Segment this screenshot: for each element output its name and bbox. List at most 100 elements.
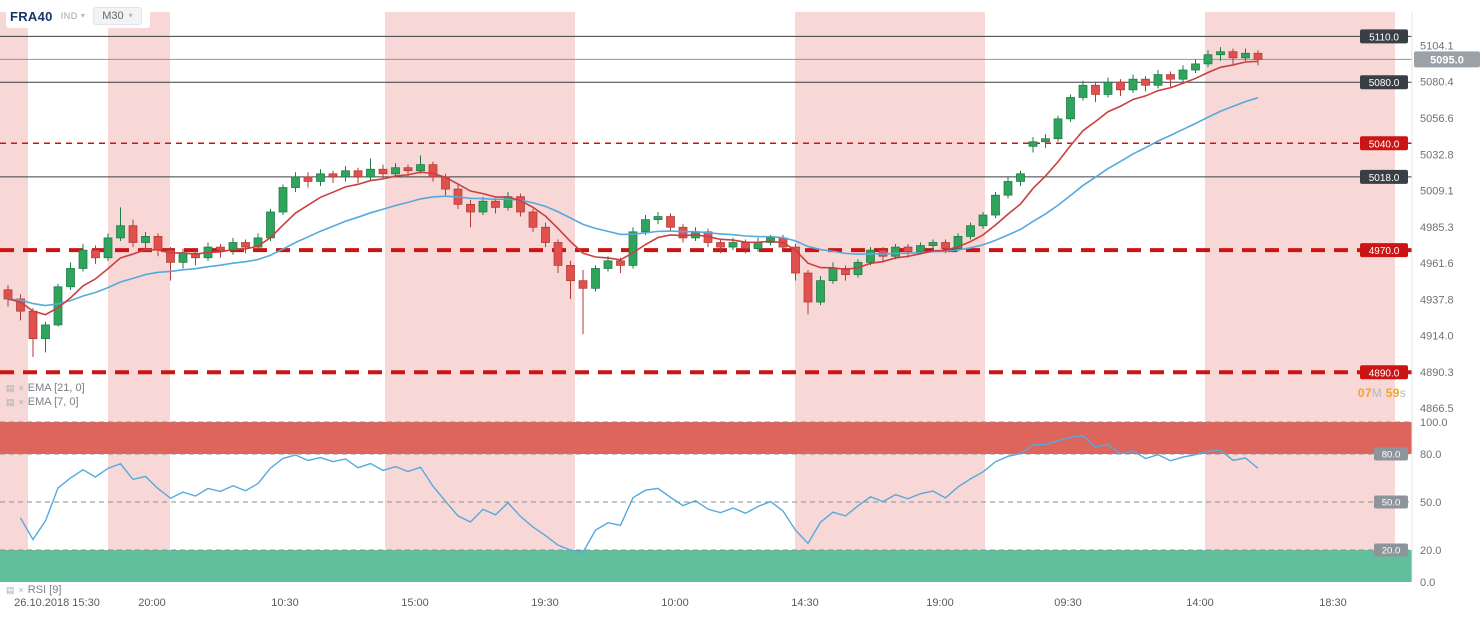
settings-icon[interactable]: ▤ bbox=[6, 382, 15, 393]
candle-body bbox=[1166, 74, 1175, 80]
candle-body bbox=[1178, 69, 1188, 80]
candle-body bbox=[516, 196, 525, 213]
candle-body bbox=[1078, 84, 1088, 98]
candle-body bbox=[103, 237, 113, 259]
price-axis[interactable]: 5104.1 5080.4 5056.6 5032.8 5009.1 4985.3 4961… bbox=[1411, 12, 1454, 582]
candle-body bbox=[928, 242, 938, 246]
ema-21-line bbox=[7, 96, 1259, 307]
rsi-legend-row: ▤ × RSI [9] bbox=[6, 584, 61, 596]
time-axis-label: 26.10.2018 15:30 bbox=[14, 597, 100, 609]
candle-body bbox=[478, 200, 488, 213]
candle-body bbox=[753, 242, 763, 249]
candle-body bbox=[1216, 51, 1225, 56]
session-band bbox=[108, 12, 170, 582]
time-axis-label: 19:30 bbox=[531, 597, 559, 609]
candle-body bbox=[641, 219, 650, 233]
candle-body bbox=[278, 187, 288, 213]
candle-body bbox=[1228, 51, 1238, 59]
price-axis-tick: 4914.0 bbox=[1420, 331, 1454, 343]
candle-body bbox=[728, 242, 738, 248]
timeframe-label: M30 bbox=[102, 10, 124, 22]
candle-body bbox=[1153, 74, 1163, 86]
candle-body bbox=[128, 225, 138, 243]
candle-body bbox=[816, 280, 825, 303]
candle-body bbox=[903, 246, 913, 253]
price-level-tag-text: 4970.0 bbox=[1369, 246, 1400, 257]
candle-body bbox=[91, 249, 100, 259]
rsi-axis-tick: 100.0 bbox=[1420, 417, 1448, 429]
price-axis-tick: 5056.6 bbox=[1420, 113, 1454, 125]
session-band bbox=[385, 12, 575, 582]
price-level-lines[interactable] bbox=[0, 35, 1412, 375]
time-axis[interactable]: 26.10.2018 15:30 20:00 10:30 15:00 19:30 10:0… bbox=[14, 597, 1347, 609]
candle-body bbox=[653, 216, 663, 220]
session-band bbox=[1205, 12, 1395, 582]
price-axis-tick: 5032.8 bbox=[1420, 149, 1454, 161]
time-axis-label: 14:00 bbox=[1186, 597, 1214, 609]
candle-body bbox=[1053, 118, 1063, 140]
candle-body bbox=[1116, 81, 1125, 91]
price-level-tag bbox=[1360, 365, 1408, 380]
chart-toolbar: FRA40 IND ▾ M30 ▾ bbox=[6, 4, 150, 28]
candlesticks bbox=[3, 47, 1263, 357]
candle-body bbox=[378, 168, 388, 175]
price-level-tag bbox=[1360, 169, 1408, 184]
candle-body bbox=[216, 246, 225, 251]
price-level-tag bbox=[1360, 29, 1408, 44]
ema-7-legend-row: ▤ × EMA [7, 0] bbox=[6, 396, 85, 408]
candle-body bbox=[616, 260, 625, 266]
rsi-axis-tick: 80.0 bbox=[1420, 449, 1441, 461]
current-price-tag bbox=[1414, 51, 1480, 68]
settings-icon[interactable]: ▤ bbox=[6, 396, 15, 407]
countdown-minutes-unit: M bbox=[1371, 386, 1383, 400]
time-axis-label: 20:00 bbox=[138, 597, 166, 609]
close-icon[interactable]: × bbox=[18, 584, 24, 595]
candle-body bbox=[891, 246, 900, 257]
countdown-seconds: 59 bbox=[1385, 386, 1400, 400]
countdown-seconds-unit: s bbox=[1399, 386, 1406, 400]
candle-body bbox=[366, 168, 375, 178]
rsi-level-tag bbox=[1374, 495, 1408, 509]
candle-body bbox=[1016, 173, 1025, 182]
candle-body bbox=[403, 167, 413, 172]
chevron-down-icon: ▾ bbox=[128, 11, 133, 20]
instrument-type-label: IND bbox=[60, 11, 78, 21]
price-axis-tick: 4937.8 bbox=[1420, 294, 1454, 306]
rsi-label: RSI [9] bbox=[27, 584, 62, 596]
session-bands bbox=[0, 12, 1395, 582]
candle-body bbox=[178, 252, 188, 263]
rsi-axis: 100.0 80.0 50.0 20.0 0.0 bbox=[1420, 417, 1448, 589]
price-axis-tick: 5009.1 bbox=[1420, 185, 1454, 197]
candle-body bbox=[428, 164, 438, 178]
candle-body bbox=[716, 242, 725, 248]
rsi-level-tag-text: 50.0 bbox=[1382, 498, 1401, 509]
candle-body bbox=[341, 170, 350, 178]
ema-21-path bbox=[7, 96, 1259, 307]
price-axis-tick: 5104.1 bbox=[1420, 40, 1454, 52]
settings-icon[interactable]: ▤ bbox=[6, 584, 15, 595]
instrument-type-dropdown[interactable]: IND ▾ bbox=[61, 11, 86, 21]
rsi-gridlines bbox=[0, 421, 1412, 551]
candle-body bbox=[528, 211, 538, 228]
candle-body bbox=[491, 200, 500, 208]
candle-body bbox=[841, 268, 850, 275]
close-icon[interactable]: × bbox=[18, 396, 24, 407]
chevron-down-icon: ▾ bbox=[80, 11, 86, 20]
rsi-axis-tick: 0.0 bbox=[1420, 577, 1435, 589]
close-icon[interactable]: × bbox=[18, 382, 24, 393]
time-axis-label: 09:30 bbox=[1054, 597, 1082, 609]
rsi-legend: ▤ × RSI [9] bbox=[6, 584, 61, 596]
candle-body bbox=[666, 216, 675, 228]
session-band bbox=[795, 12, 985, 582]
candle-body bbox=[241, 242, 250, 248]
timeframe-dropdown[interactable]: M30 ▾ bbox=[93, 7, 142, 25]
current-price-tag-text: 5095.0 bbox=[1430, 54, 1464, 66]
candle-body bbox=[78, 249, 88, 269]
candle-body bbox=[328, 173, 338, 178]
ema-7-path bbox=[7, 60, 1259, 316]
price-level-tag-text: 4890.0 bbox=[1369, 368, 1400, 379]
candle-body bbox=[303, 176, 313, 182]
candle-body bbox=[566, 265, 575, 282]
